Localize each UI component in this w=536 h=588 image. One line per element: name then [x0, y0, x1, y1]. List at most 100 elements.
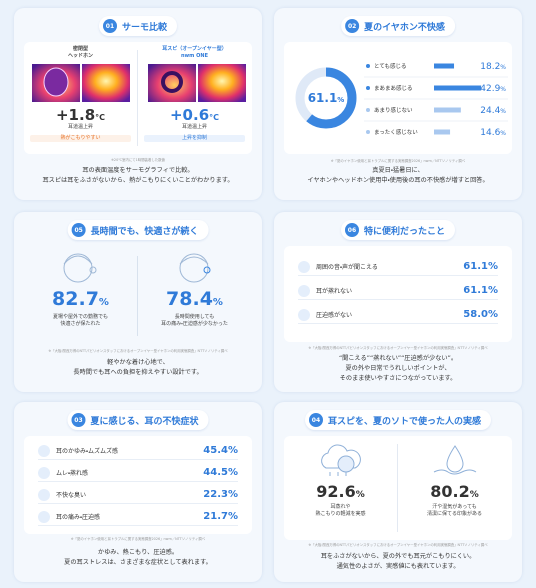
value: 82.7 — [52, 288, 99, 310]
value: 14.6 — [480, 128, 500, 138]
value-label: 18.2% — [480, 62, 506, 72]
panel-title: 特に便利だったこと — [363, 226, 446, 237]
caption-line: 耳をふさがないから、夏の外でも耳元がこもりにくい。 — [320, 553, 476, 560]
stat-text: 夏場や屋外での勤務でも 快適さが保たれた — [24, 314, 137, 328]
text-line: 長時間使用しても — [174, 314, 215, 320]
label-line: 密閉型 — [72, 46, 88, 52]
caption-line: 長時間でも耳への負担を抑えやすい設計です。 — [73, 369, 203, 376]
row-label: 耳の痛み・圧迫感 — [56, 514, 101, 521]
panel-title: 耳スピを、夏のソトで使った人の実感 — [327, 416, 482, 427]
panel: 02 夏のイヤホン不快感 61.1% とても感じる 18.2% まあまあ感じる 42.9%… — [274, 8, 522, 200]
unit: % — [500, 86, 506, 93]
caption-line: 通気性のよさが、実感値にも表れています。 — [336, 563, 460, 570]
row-icon — [298, 260, 310, 273]
stat-text: 耳蒸れや 熱こもりの軽減を実感 — [284, 504, 397, 518]
row: 圧迫感がない 58.0% — [298, 306, 498, 324]
unit: % — [500, 130, 506, 137]
bar — [434, 107, 461, 113]
caption: 真夏日・猛暑日に、 イヤホンやヘッドホン使用中・使用後の耳の不快感が増すと回答。 — [274, 166, 522, 186]
divider — [137, 256, 138, 336]
tag: 上昇を抑制 — [144, 135, 245, 142]
row-icon — [38, 466, 50, 479]
label-line: ヘッドホン — [67, 53, 93, 59]
panel-title: 夏に感じる、耳の不快症状 — [90, 416, 199, 427]
caption-line: イヤホンやヘッドホン使用中・使用後の耳の不快感が増すと回答。 — [307, 177, 489, 184]
row: ムレ・蒸れ感 44.5% — [38, 464, 238, 482]
caption-line: かゆみ、熱こもり、圧迫感。 — [97, 549, 179, 556]
row-icon — [38, 444, 50, 457]
panel: 03 夏に感じる、耳の不快症状 耳のかゆみ・ムズムズ感 45.4% ムレ・蒸れ感 44.… — [14, 402, 262, 582]
panel-number: 06 — [344, 223, 359, 237]
cloud-icon — [321, 444, 361, 476]
legend-dot — [366, 130, 370, 134]
thermal-images — [32, 64, 246, 102]
card: 92.6% 80.2% 耳蒸れや 熱こもりの軽減を実感 汗や湿気があっても 清潔に保… — [284, 436, 512, 540]
bar — [434, 129, 451, 135]
stat: 80.2% — [397, 482, 512, 501]
value-label: 42.9% — [480, 84, 506, 94]
bar-label: あまり感じない — [374, 106, 413, 114]
label-line: nwm ONE — [181, 53, 208, 59]
caption-line: “聞こえる”“蒸れない”“圧迫感が少ない”。 — [338, 355, 458, 362]
caption: 耳の表面温度をサーモグラフィで比較。耳スピは耳をふさがないから、熱がこもりにくい… — [14, 166, 262, 186]
unit: % — [500, 64, 506, 71]
row-icon — [298, 284, 310, 297]
row: 耳のかゆみ・ムズムズ感 45.4% — [38, 442, 238, 460]
stat: 82.7% — [24, 288, 137, 310]
divider — [397, 444, 398, 532]
card: 82.7% 78.4% 夏場や屋外での勤務でも 快適さが保たれた 長時間使用しても… — [24, 246, 252, 346]
text-line: 快適さが保たれた — [60, 321, 101, 327]
card: 密閉型 ヘッドホン 耳スピ（オープンイヤー型） nwm ONE +1.8°C +0.… — [24, 42, 252, 154]
caption-line: 夏の耳ストレスは、さまざまな症状として表れます。 — [64, 559, 212, 566]
row: 周囲の音・声が聞こえる 61.1% — [298, 258, 498, 276]
row-label: 不快な臭い — [56, 492, 87, 499]
panel-number: 04 — [308, 413, 323, 427]
caption: “聞こえる”“蒸れない”“圧迫感が少ない”。 夏の外や日常でうれしいポイントが、そ… — [274, 354, 522, 384]
value-label: 24.4% — [480, 106, 506, 116]
panel-header: 06 特に便利だったこと — [340, 220, 456, 240]
text-line: 熱こもりの軽減を実感 — [315, 511, 366, 517]
row-value: 45.4% — [203, 445, 238, 456]
panel-header: 01 サーモ比較 — [98, 16, 178, 36]
thermal-image — [148, 64, 196, 102]
earpiece — [161, 71, 183, 93]
caption: 耳をふさがないから、夏の外でも耳元がこもりにくい。 通気性のよさが、実感値にも表れ… — [274, 552, 522, 572]
value: +0.6 — [169, 106, 210, 124]
legend-dot — [366, 86, 370, 90]
panel-number: 01 — [102, 19, 117, 33]
label-line: 耳スピ（オープンイヤー型） — [162, 46, 227, 52]
thermal-image — [82, 64, 130, 102]
row-value: 58.0% — [463, 309, 498, 320]
temp-note: 耳道温上昇 — [181, 124, 207, 130]
value: 61.1 — [308, 91, 338, 105]
row-label: 耳のかゆみ・ムズムズ感 — [56, 448, 119, 455]
caption-line: 耳スピは耳をふさがないから、熱がこもりにくいことがわかります。 — [42, 177, 234, 184]
text-line: 耳蒸れや — [330, 504, 351, 510]
footnote: ※20℃室内にて1時間装着した数値 — [111, 158, 165, 162]
tag: 熱がこもりやすい — [30, 135, 131, 142]
caption-line: 夏の外や日常でうれしいポイントが、 — [345, 365, 451, 372]
row-value: 61.1% — [463, 261, 498, 272]
thermal-image — [198, 64, 246, 102]
value: 18.2 — [480, 62, 500, 72]
bar — [434, 63, 455, 69]
stat-text: 長時間使用しても 耳の痛み・圧迫感が少なかった — [137, 314, 252, 328]
value: +1.8 — [55, 106, 96, 124]
panel: 05 長時間でも、快適さが続く 82.7% 78.4% 夏場や屋外での勤務でも 快適… — [14, 212, 262, 392]
unit: % — [355, 490, 365, 500]
text-line: 清潔に保てる印象がある — [426, 511, 482, 517]
caption-line: 耳の表面温度をサーモグラフィで比較。 — [82, 167, 194, 174]
value-label: 14.6% — [480, 128, 506, 138]
footnote: ※「大阪・関西万博のNTTパビリオンスタッフにおけるオープンイヤー型イヤホンの利… — [308, 543, 488, 547]
divider — [137, 50, 138, 146]
donut-label: 61.1% — [308, 91, 345, 105]
panel: 06 特に便利だったこと 周囲の音・声が聞こえる 61.1% 耳が蒸れない 61.1% 圧… — [274, 212, 522, 392]
row-label: 圧迫感がない — [316, 312, 353, 319]
unit: % — [500, 108, 506, 115]
footnote: ※「夏のイヤホン使用と耳トラブルに関する実態調査2026」nwm／NTTソノリテ… — [70, 537, 206, 541]
row-value: 21.7% — [203, 511, 238, 522]
value: 92.6 — [316, 482, 356, 501]
bar-label: まったく感じない — [374, 128, 418, 136]
